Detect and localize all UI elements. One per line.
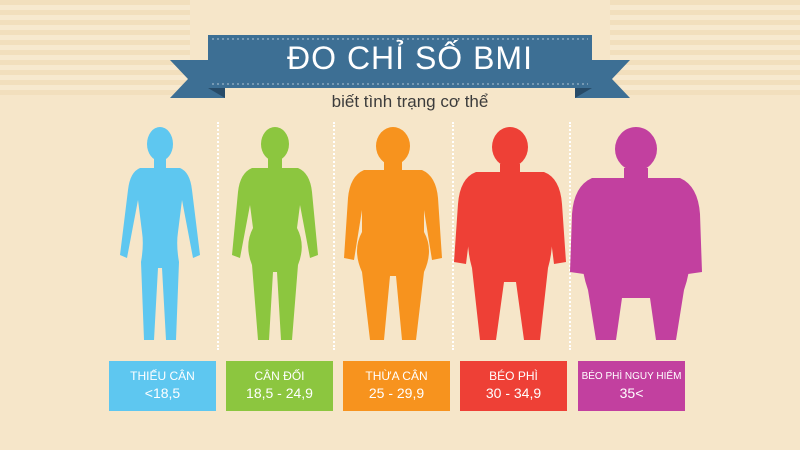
figure-morbidly-obese — [570, 127, 702, 340]
page-title: ĐO CHỈ SỐ BMI — [287, 40, 533, 76]
label-underweight: THIẾU CÂN <18,5 — [109, 361, 216, 411]
background-stripes-left — [0, 0, 190, 95]
figure-overweight — [344, 127, 442, 340]
figure-underweight — [120, 127, 200, 340]
divider-3 — [452, 122, 454, 350]
figure-normal — [232, 127, 318, 340]
category-range: 35< — [619, 385, 644, 401]
ribbon-fold-left — [208, 88, 225, 98]
title-ribbon — [170, 35, 630, 98]
category-name: BÉO PHÌ — [489, 369, 538, 383]
category-range: 30 - 34,9 — [485, 385, 542, 401]
ribbon-band — [208, 35, 592, 88]
category-name: THIẾU CÂN — [130, 369, 195, 383]
category-name: BÉO PHÌ NGUY HIỂM — [581, 371, 682, 382]
category-name: CÂN ĐỐI — [254, 369, 305, 383]
background-stripes-right — [610, 0, 800, 95]
category-range: <18,5 — [144, 385, 181, 401]
divider-1 — [217, 122, 219, 350]
category-range: 18,5 - 24,9 — [246, 385, 313, 401]
category-name: THỪA CÂN — [365, 369, 428, 383]
label-normal: CÂN ĐỐI 18,5 - 24,9 — [226, 361, 333, 411]
label-morbidly-obese: BÉO PHÌ NGUY HIỂM 35< — [578, 361, 685, 411]
category-range: 25 - 29,9 — [368, 385, 425, 401]
label-obese: BÉO PHÌ 30 - 34,9 — [460, 361, 567, 411]
divider-2 — [333, 122, 335, 350]
divider-4 — [569, 122, 571, 350]
figure-obese — [454, 127, 566, 340]
ribbon-fold-right — [575, 88, 592, 98]
label-overweight: THỪA CÂN 25 - 29,9 — [343, 361, 450, 411]
body-figures — [120, 127, 702, 340]
page-subtitle: biết tình trạng cơ thể — [331, 92, 489, 111]
